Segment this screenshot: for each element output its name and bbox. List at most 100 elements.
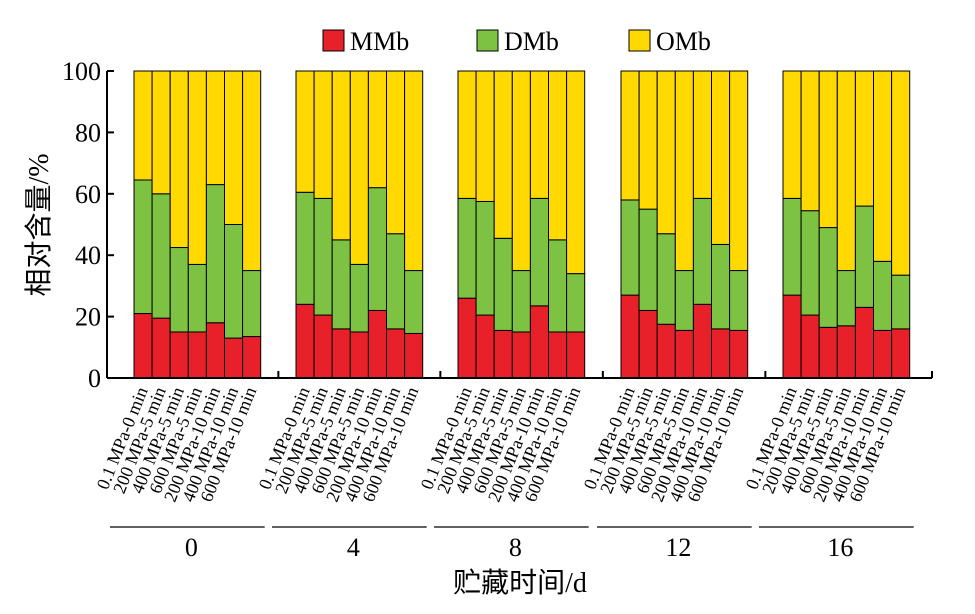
bar-mmb-g16-4 <box>854 306 875 379</box>
plot-area <box>133 70 911 379</box>
bar-omb-g8-4 <box>529 70 550 199</box>
bar-omb-g16-1 <box>800 70 820 212</box>
bar-mmb-g0-3 <box>187 331 207 379</box>
bar-mmb-g16-3 <box>836 325 856 379</box>
bar-omb-g16-4 <box>854 70 875 207</box>
bar-mmb-g8-5 <box>548 331 568 379</box>
bar-omb-g12-5 <box>711 70 731 245</box>
bar-omb-g16-6 <box>891 70 911 276</box>
bar-dmb-g4-6 <box>404 270 424 334</box>
bar-omb-g4-1 <box>313 70 333 199</box>
bar-dmb-g8-0 <box>457 197 477 299</box>
bar-omb-g12-6 <box>729 70 749 272</box>
y-tick-label: 20 <box>75 303 101 332</box>
bar-omb-g16-3 <box>836 70 856 272</box>
bar-mmb-g0-6 <box>242 336 262 379</box>
bar-mmb-g16-2 <box>818 326 838 379</box>
bar-omb-g0-1 <box>151 70 171 195</box>
bar-mmb-g0-1 <box>151 317 171 379</box>
bar-dmb-g8-6 <box>566 273 586 333</box>
bar-dmb-g4-0 <box>295 191 315 305</box>
bar-mmb-g16-5 <box>873 329 893 379</box>
bar-omb-g4-6 <box>404 70 424 272</box>
bar-dmb-g4-3 <box>349 263 369 333</box>
bar-mmb-g4-2 <box>331 328 351 379</box>
bar-dmb-g0-5 <box>224 224 244 339</box>
bar-mmb-g4-1 <box>313 314 333 379</box>
bar-omb-g4-5 <box>386 70 406 235</box>
bar-dmb-g16-1 <box>800 210 820 316</box>
bar-omb-g16-5 <box>873 70 893 262</box>
y-tick-label: 80 <box>75 118 101 147</box>
bar-dmb-g4-5 <box>386 233 406 330</box>
bar-mmb-g12-4 <box>692 303 713 379</box>
bar-omb-g8-3 <box>511 70 531 272</box>
y-tick-label: 100 <box>62 57 101 86</box>
group-label: 12 <box>665 533 691 562</box>
group-label: 0 <box>185 533 198 562</box>
bar-omb-g4-2 <box>331 70 351 241</box>
bar-omb-g16-0 <box>782 70 802 199</box>
bar-mmb-g4-3 <box>349 331 369 379</box>
bar-dmb-g16-6 <box>891 274 911 330</box>
bar-mmb-g0-0 <box>133 313 153 379</box>
bar-mmb-g4-4 <box>367 309 387 379</box>
bar-mmb-g12-3 <box>674 329 694 379</box>
bar-omb-g0-4 <box>205 70 225 186</box>
bar-dmb-g12-6 <box>729 270 749 331</box>
bar-mmb-g4-5 <box>386 328 406 379</box>
bar-dmb-g12-5 <box>711 243 731 330</box>
bar-dmb-g12-2 <box>656 233 676 325</box>
bar-dmb-g12-4 <box>692 197 713 305</box>
bar-mmb-g12-2 <box>656 323 676 379</box>
bar-dmb-g8-1 <box>475 200 495 316</box>
bar-omb-g4-0 <box>295 70 315 193</box>
legend: MMb DMb OMb <box>322 27 711 56</box>
y-tick-label: 0 <box>88 364 101 393</box>
bar-mmb-g8-1 <box>475 314 495 379</box>
bar-mmb-g12-0 <box>620 294 640 379</box>
bar-mmb-g8-3 <box>511 331 531 379</box>
bar-dmb-g12-0 <box>620 199 640 296</box>
bar-mmb-g16-0 <box>782 294 802 379</box>
bar-mmb-g8-0 <box>457 297 477 379</box>
bar-dmb-g8-3 <box>511 270 531 333</box>
bar-mmb-g4-0 <box>295 303 315 379</box>
bar-mmb-g4-6 <box>404 332 424 379</box>
bar-mmb-g12-1 <box>638 309 658 379</box>
bar-omb-g4-4 <box>367 70 387 189</box>
legend-swatch-omb <box>628 29 651 52</box>
group-label: 4 <box>347 533 360 562</box>
bar-dmb-g16-2 <box>818 227 838 328</box>
bar-dmb-g16-3 <box>836 270 856 327</box>
bar-dmb-g12-1 <box>638 208 658 311</box>
bar-dmb-g8-2 <box>493 237 513 331</box>
bar-omb-g0-3 <box>187 70 207 265</box>
bar-omb-g0-5 <box>224 70 244 225</box>
bar-omb-g12-2 <box>656 70 676 235</box>
bar-omb-g12-4 <box>692 70 713 199</box>
bar-mmb-g16-6 <box>891 328 911 379</box>
bar-mmb-g8-6 <box>566 331 586 379</box>
bar-omb-g8-2 <box>493 70 513 239</box>
bar-dmb-g0-4 <box>205 184 225 324</box>
legend-label-dmb: DMb <box>504 27 559 56</box>
bar-dmb-g0-2 <box>169 247 189 333</box>
legend-swatch-dmb <box>476 29 499 52</box>
bar-omb-g12-1 <box>638 70 658 210</box>
bar-dmb-g4-1 <box>313 197 333 316</box>
bar-mmb-g0-4 <box>205 322 225 379</box>
bar-mmb-g16-1 <box>800 314 820 379</box>
group-label: 16 <box>827 533 853 562</box>
y-axis: 0 20 40 60 80 100 <box>62 57 114 393</box>
bar-omb-g0-2 <box>169 70 189 249</box>
bar-omb-g8-1 <box>475 70 495 202</box>
x-axis-title: 贮藏时间/d <box>453 567 587 599</box>
bar-dmb-g8-4 <box>529 197 550 307</box>
bar-dmb-g0-3 <box>187 263 207 333</box>
bar-mmb-g8-4 <box>529 305 550 379</box>
bar-dmb-g12-3 <box>674 270 694 331</box>
bar-dmb-g0-1 <box>151 193 171 319</box>
